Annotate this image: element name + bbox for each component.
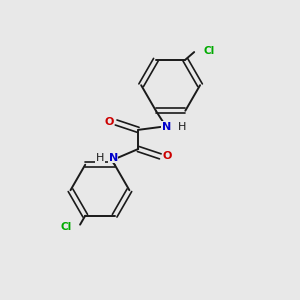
Text: N: N — [162, 122, 171, 132]
Text: Cl: Cl — [61, 222, 72, 232]
Text: O: O — [104, 118, 113, 128]
Text: H: H — [178, 122, 187, 132]
Text: N: N — [109, 153, 118, 163]
Text: H: H — [96, 153, 104, 163]
Text: O: O — [163, 152, 172, 161]
Text: Cl: Cl — [203, 46, 214, 56]
